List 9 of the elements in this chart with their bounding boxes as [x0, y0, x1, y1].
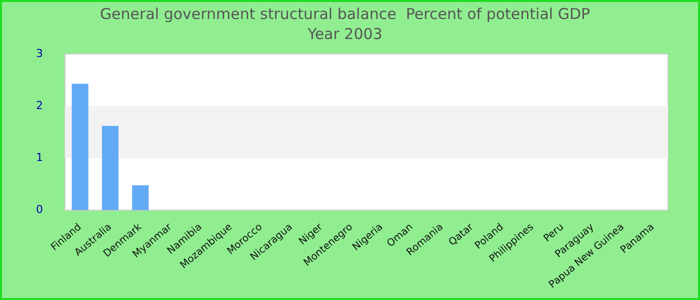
- bar: [132, 185, 149, 210]
- y-tick-label: 1: [36, 151, 43, 164]
- bar: [102, 126, 119, 210]
- bar: [72, 84, 88, 210]
- chart-title: General government structural balance Percent of potential GDP: [100, 4, 590, 23]
- chart-subtitle: Year 2003: [306, 24, 382, 43]
- y-tick-label: 3: [36, 46, 43, 60]
- y-tick-label: 2: [36, 98, 43, 112]
- y-tick-label: 0: [36, 203, 43, 216]
